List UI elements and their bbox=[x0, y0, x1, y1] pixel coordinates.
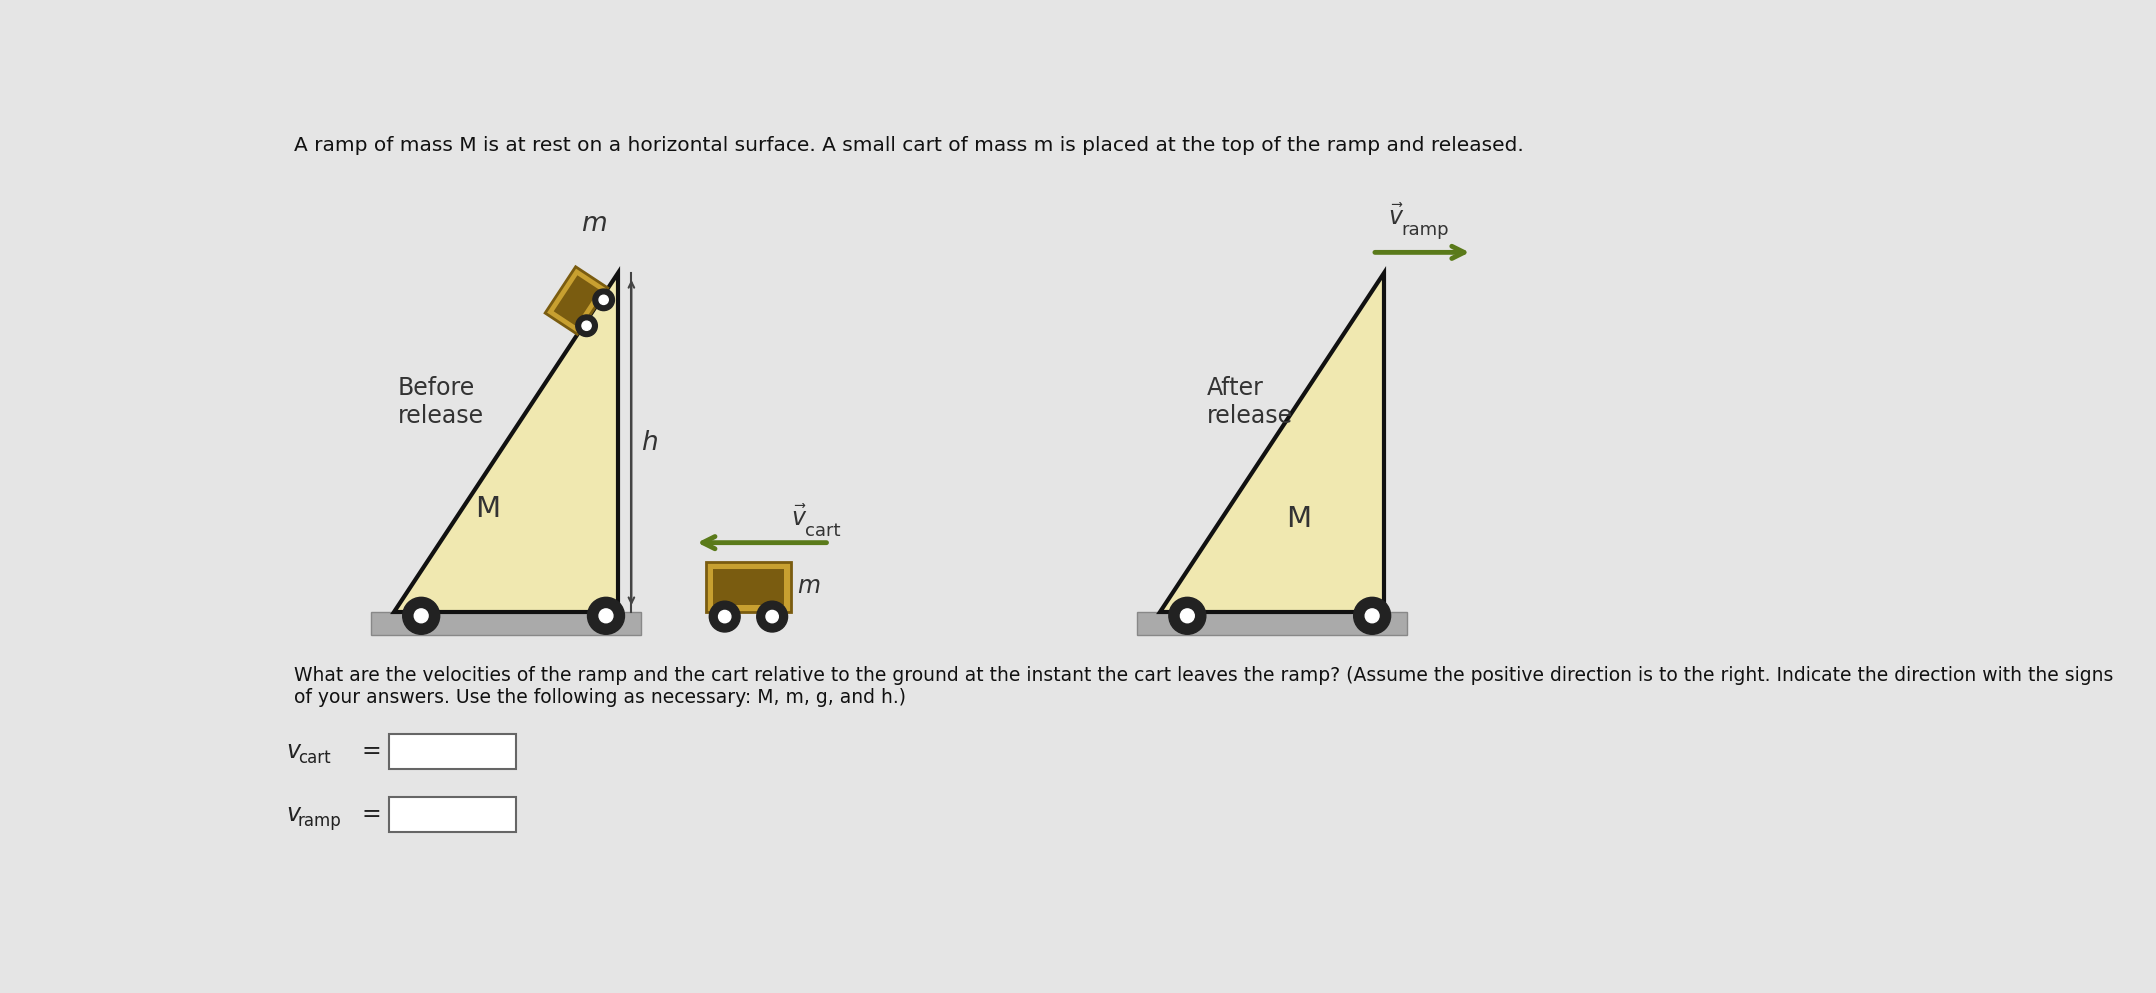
Text: cart: cart bbox=[804, 521, 841, 540]
Text: m: m bbox=[798, 574, 819, 598]
Circle shape bbox=[403, 598, 440, 635]
Circle shape bbox=[1169, 598, 1205, 635]
Text: $\vec{v}$: $\vec{v}$ bbox=[1388, 204, 1404, 229]
Text: $v$: $v$ bbox=[287, 740, 302, 764]
Bar bbox=[1138, 612, 1406, 636]
Text: =: = bbox=[362, 802, 382, 826]
Text: M: M bbox=[476, 496, 500, 523]
Text: A ramp of mass M is at rest on a horizontal surface. A small cart of mass m is p: A ramp of mass M is at rest on a horizon… bbox=[293, 136, 1524, 155]
Text: After
release: After release bbox=[1207, 376, 1294, 428]
Bar bbox=[371, 612, 640, 636]
Text: =: = bbox=[362, 740, 382, 764]
Circle shape bbox=[1365, 609, 1380, 623]
Text: What are the velocities of the ramp and the cart relative to the ground at the i: What are the velocities of the ramp and … bbox=[293, 666, 2113, 707]
Text: $v$: $v$ bbox=[287, 802, 302, 826]
Circle shape bbox=[765, 611, 778, 623]
Text: cart: cart bbox=[298, 750, 330, 768]
Circle shape bbox=[586, 598, 625, 635]
Circle shape bbox=[599, 609, 612, 623]
Polygon shape bbox=[554, 275, 599, 326]
Text: $\vec{v}$: $\vec{v}$ bbox=[791, 505, 806, 530]
Circle shape bbox=[593, 289, 614, 311]
Bar bbox=[388, 734, 515, 769]
Circle shape bbox=[582, 321, 591, 331]
Text: Before
release: Before release bbox=[399, 376, 485, 428]
Circle shape bbox=[1181, 609, 1194, 623]
Polygon shape bbox=[395, 273, 617, 612]
Polygon shape bbox=[545, 267, 608, 335]
Text: ramp: ramp bbox=[298, 812, 343, 830]
Circle shape bbox=[599, 295, 608, 305]
Circle shape bbox=[1354, 598, 1391, 635]
Text: ramp: ramp bbox=[1401, 220, 1449, 238]
Text: m: m bbox=[582, 211, 608, 236]
Bar bbox=[714, 569, 785, 605]
Circle shape bbox=[414, 609, 429, 623]
Bar bbox=[388, 796, 515, 832]
Circle shape bbox=[757, 601, 787, 632]
Circle shape bbox=[576, 315, 597, 337]
Circle shape bbox=[709, 601, 740, 632]
Text: M: M bbox=[1287, 505, 1311, 533]
Text: h: h bbox=[640, 430, 658, 456]
Circle shape bbox=[718, 611, 731, 623]
Polygon shape bbox=[1160, 273, 1384, 612]
Bar bbox=[705, 562, 791, 612]
